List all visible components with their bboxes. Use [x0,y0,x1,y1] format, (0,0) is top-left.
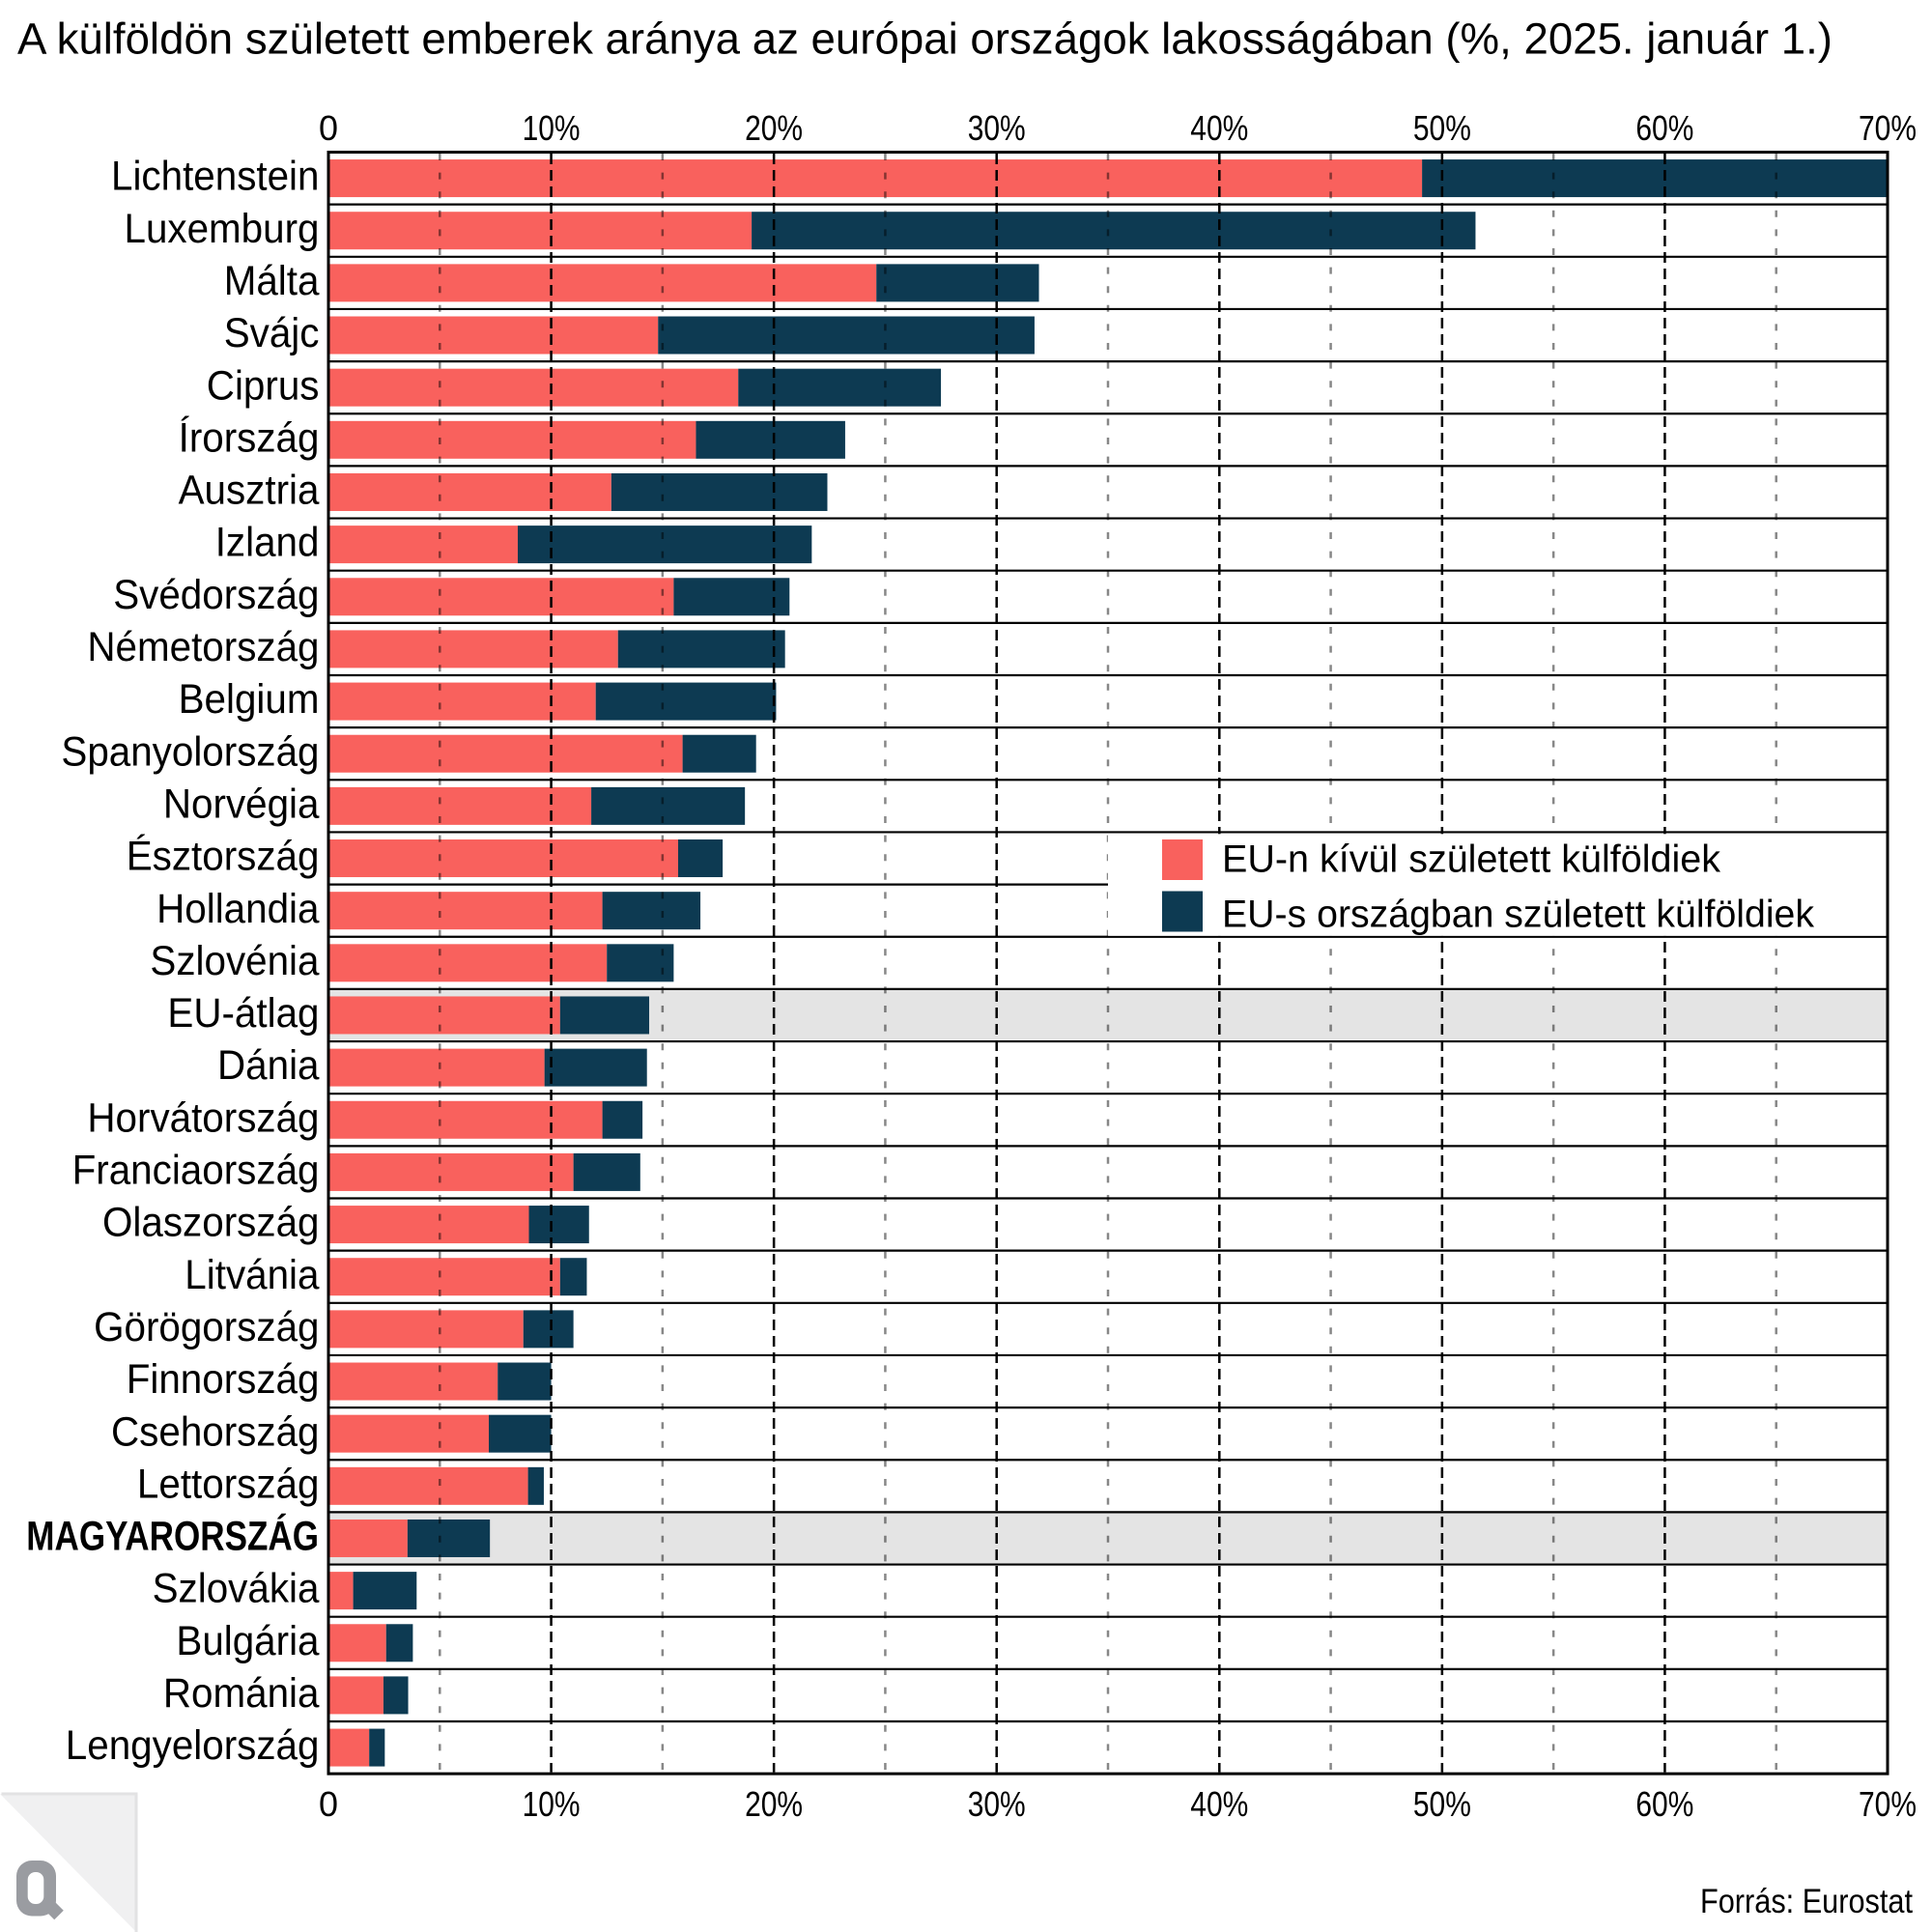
svg-text:Olaszország: Olaszország [102,1200,320,1246]
svg-text:Szlovénia: Szlovénia [150,938,319,984]
svg-text:A külföldön született emberek: A külföldön született emberek aránya az … [17,14,1833,64]
svg-text:Bulgária: Bulgária [176,1618,319,1664]
svg-text:EU-s országban született külfö: EU-s országban született külföldiek [1222,894,1815,936]
svg-text:Lichtenstein: Lichtenstein [111,154,320,200]
svg-text:Litvánia: Litvánia [185,1252,319,1298]
svg-text:Izland: Izland [215,520,320,566]
svg-text:Hollandia: Hollandia [156,886,319,932]
svg-text:Írország: Írország [179,414,320,461]
svg-text:Spanyolország: Spanyolország [61,728,319,775]
svg-text:Svájc: Svájc [224,310,320,356]
svg-text:20%: 20% [745,1784,803,1824]
svg-text:70%: 70% [1859,1784,1917,1824]
svg-text:40%: 40% [1190,108,1248,148]
svg-text:Dánia: Dánia [217,1042,320,1089]
svg-text:EU-átlag: EU-átlag [167,990,319,1037]
svg-text:Csehország: Csehország [111,1408,320,1455]
svg-text:30%: 30% [968,1784,1026,1824]
svg-text:Luxemburg: Luxemburg [125,206,320,252]
svg-text:60%: 60% [1635,108,1693,148]
svg-text:Horvátország: Horvátország [87,1094,319,1141]
svg-text:10%: 10% [523,1784,581,1824]
svg-text:Ausztria: Ausztria [179,468,320,514]
svg-text:20%: 20% [745,108,803,148]
svg-text:Lettország: Lettország [137,1461,320,1507]
svg-text:Forrás: Eurostat: Forrás: Eurostat [1700,1883,1913,1920]
svg-text:60%: 60% [1635,1784,1693,1824]
svg-text:Ciprus: Ciprus [207,362,320,409]
svg-text:MAGYARORSZÁG: MAGYARORSZÁG [26,1514,319,1560]
svg-text:30%: 30% [968,108,1026,148]
svg-text:EU-n kívül született külföldie: EU-n kívül született külföldiek [1222,838,1721,881]
svg-text:Németország: Németország [87,624,319,670]
svg-text:Görögország: Görögország [94,1304,319,1350]
svg-text:70%: 70% [1859,108,1917,148]
svg-text:Szlovákia: Szlovákia [153,1566,320,1612]
svg-text:Málta: Málta [224,258,320,304]
svg-text:Románia: Románia [163,1670,320,1717]
svg-text:Finnország: Finnország [127,1356,320,1403]
svg-text:Észtország: Észtország [127,834,320,880]
svg-text:0: 0 [319,1784,338,1824]
svg-text:0: 0 [319,108,338,148]
svg-text:Franciaország: Franciaország [72,1148,320,1194]
svg-text:40%: 40% [1190,1784,1248,1824]
svg-text:50%: 50% [1413,108,1471,148]
svg-text:Norvégia: Norvégia [163,781,320,828]
svg-text:50%: 50% [1413,1784,1471,1824]
svg-text:Belgium: Belgium [179,676,320,723]
svg-text:Lengyelország: Lengyelország [66,1722,320,1769]
svg-text:Svédország: Svédország [113,572,319,618]
svg-text:10%: 10% [523,108,581,148]
